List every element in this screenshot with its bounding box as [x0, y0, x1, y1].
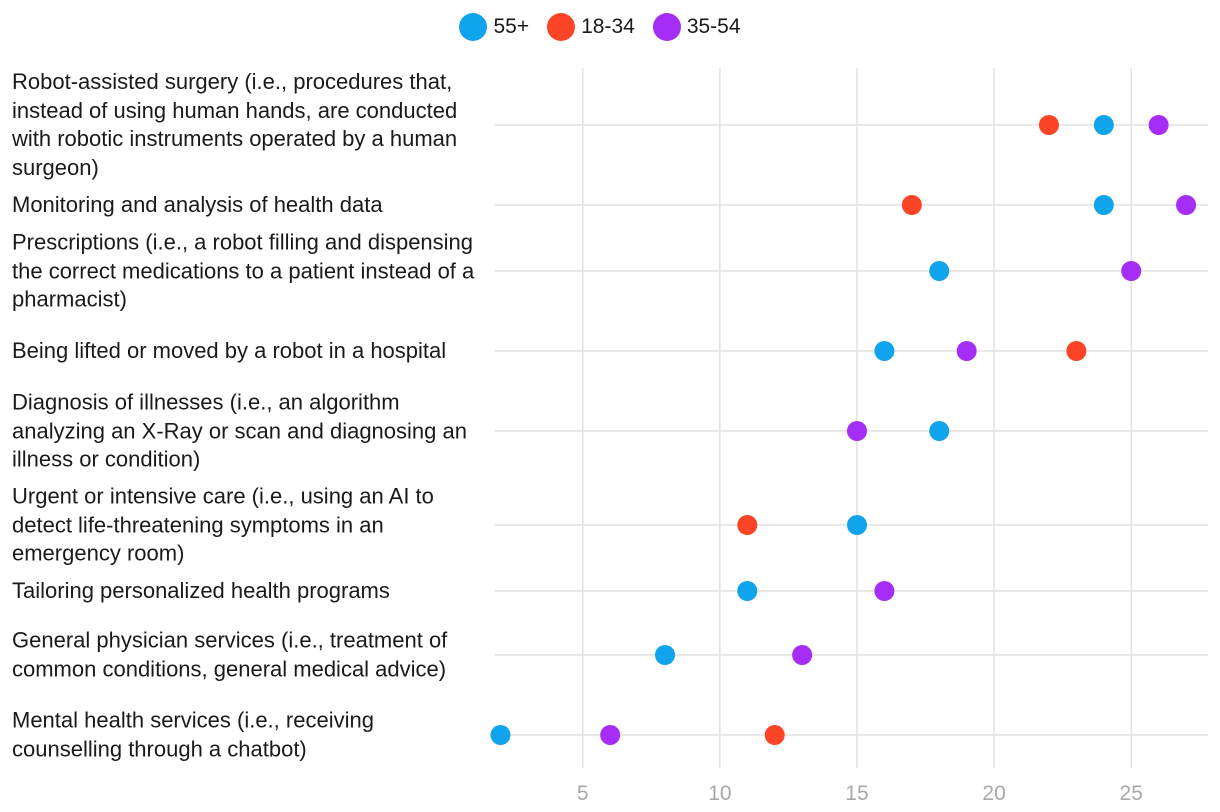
legend-swatch	[652, 13, 681, 41]
x-tick-label: 25	[1120, 782, 1143, 805]
legend-item: 55+	[459, 13, 529, 41]
data-point-35-54	[600, 725, 621, 745]
legend-label: 55+	[493, 15, 530, 38]
data-point-55+	[490, 725, 511, 745]
data-point-35-54	[1176, 195, 1197, 215]
data-point-55+	[1093, 115, 1114, 135]
data-point-35-54	[1148, 115, 1169, 135]
x-tick-label: 5	[577, 782, 589, 805]
category-label: Urgent or intensive care (i.e., using an…	[12, 483, 434, 566]
category-label: Tailoring personalized health programs	[12, 577, 390, 603]
category-label: Diagnosis of illnesses (i.e., an algorit…	[12, 389, 467, 472]
data-point-55+	[929, 261, 950, 281]
category-label: General physician services (i.e., treatm…	[12, 627, 448, 682]
data-point-55+	[874, 341, 895, 361]
legend-item: 35-54	[652, 13, 741, 41]
category-label: Mental health services (i.e., receiving …	[12, 707, 374, 762]
data-point-35-54	[956, 341, 977, 361]
data-point-18-34	[737, 515, 758, 535]
category-label: Monitoring and analysis of health data	[12, 191, 383, 217]
data-point-18-34	[901, 195, 922, 215]
legend-swatch	[459, 13, 488, 41]
data-point-35-54	[874, 581, 895, 601]
data-point-35-54	[846, 421, 867, 441]
data-point-55+	[737, 581, 758, 601]
category-label: Prescriptions (i.e., a robot filling and…	[12, 229, 475, 312]
data-point-18-34	[764, 725, 785, 745]
legend-label: 18-34	[581, 15, 635, 38]
legend-swatch	[547, 13, 576, 41]
data-point-55+	[655, 645, 676, 665]
data-point-35-54	[792, 645, 813, 665]
chart-legend: 55+ 18-34 35-54	[0, 8, 1200, 46]
legend-label: 35-54	[686, 15, 741, 38]
category-label: Robot-assisted surgery (i.e., procedures…	[12, 69, 458, 180]
data-point-18-34	[1038, 115, 1059, 135]
data-point-55+	[846, 515, 867, 535]
x-tick-label: 10	[708, 782, 731, 805]
x-tick-label: 15	[845, 782, 868, 805]
category-label: Being lifted or moved by a robot in a ho…	[12, 337, 447, 363]
data-point-55+	[929, 421, 950, 441]
data-point-35-54	[1121, 261, 1142, 281]
x-tick-label: 20	[982, 782, 1005, 805]
data-point-55+	[1093, 195, 1114, 215]
data-point-18-34	[1066, 341, 1087, 361]
legend-item: 18-34	[547, 13, 635, 41]
